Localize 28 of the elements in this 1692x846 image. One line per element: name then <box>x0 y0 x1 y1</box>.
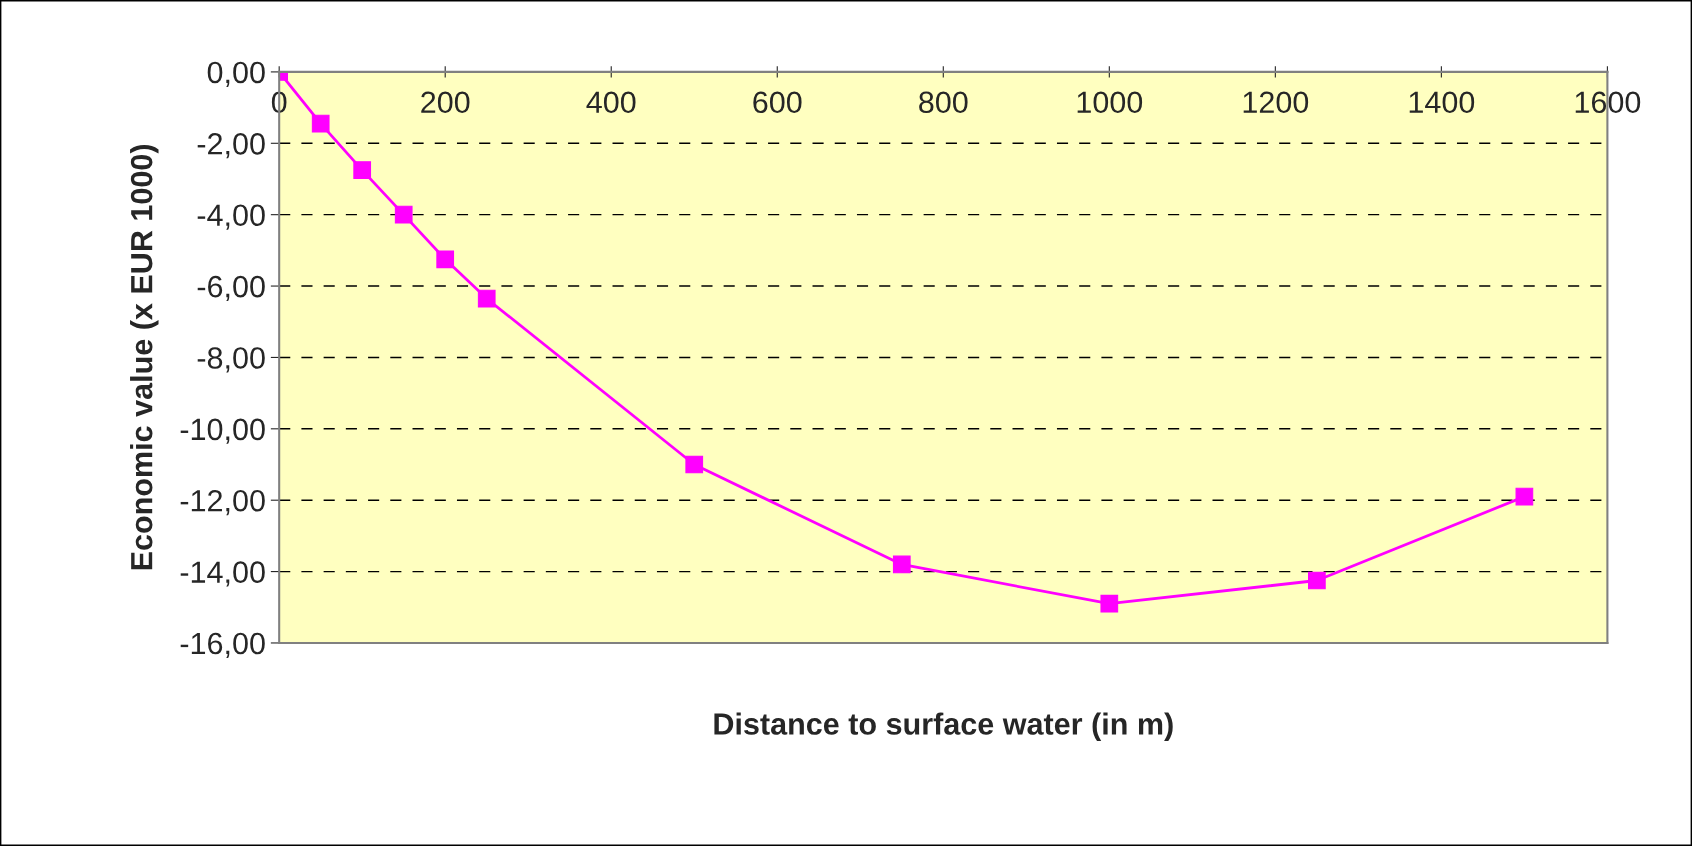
y-tick-label: 0,00 <box>207 61 265 87</box>
y-axis-title: Economic value (x EUR 1000) <box>130 144 159 570</box>
x-axis-title: Distance to surface water (in m) <box>714 712 1173 741</box>
y-tick-label: -2,00 <box>197 133 265 159</box>
y-tick-label: -8,00 <box>197 347 265 373</box>
y-tick-label: -4,00 <box>197 204 265 230</box>
point <box>311 114 330 133</box>
point <box>1100 594 1119 613</box>
x-tick-label: 1400 <box>1409 91 1475 114</box>
y-tick-label: -14,00 <box>180 561 265 587</box>
point <box>1308 571 1326 590</box>
point <box>685 455 704 474</box>
point <box>892 555 911 574</box>
y-tick-label: -10,00 <box>180 418 265 444</box>
y-tick-label: -12,00 <box>180 489 265 516</box>
point <box>436 250 455 269</box>
point <box>353 161 372 179</box>
point <box>394 205 413 224</box>
x-tick-label: 200 <box>421 91 470 114</box>
x-tick-label: 400 <box>586 91 636 114</box>
y-tick-label: -16,00 <box>180 632 265 658</box>
y-tick-label: -6,00 <box>197 275 265 302</box>
point <box>477 289 496 308</box>
x-tick-label: 1200 <box>1243 91 1309 114</box>
x-tick-label: 1000 <box>1077 91 1143 114</box>
x-tick-label: 600 <box>753 91 802 114</box>
point <box>1515 487 1534 506</box>
x-tick-label: 800 <box>919 91 968 114</box>
